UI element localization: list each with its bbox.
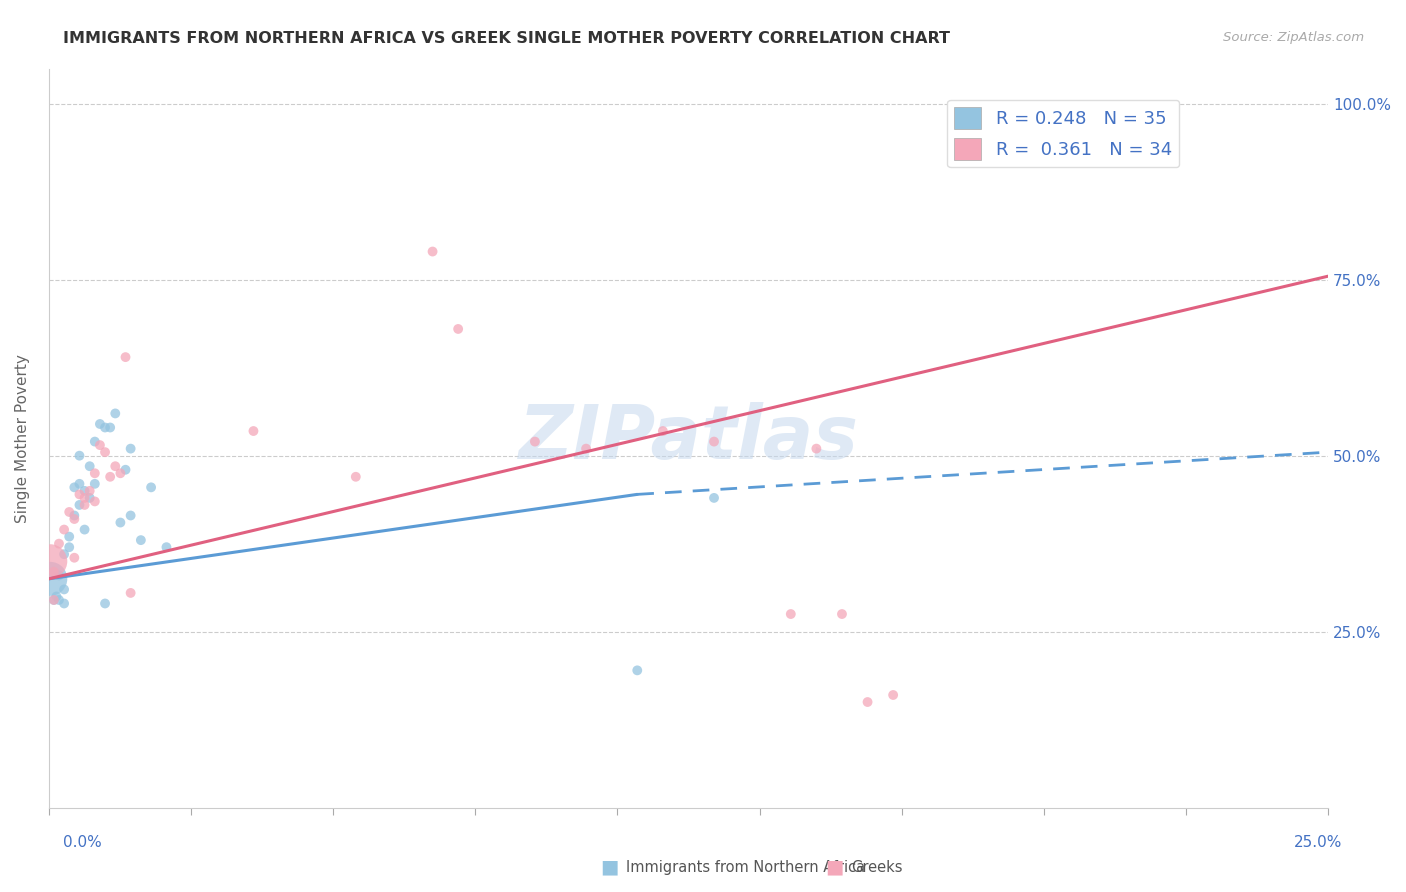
Text: 0.0%: 0.0% [63,836,103,850]
Point [58,540,80,554]
Text: 25.0%: 25.0% [1295,836,1343,850]
Point [89,438,111,452]
Point [129,533,152,548]
Point [120,442,142,456]
Point [110,467,132,481]
Point [422,244,444,259]
Text: ■: ■ [825,857,844,877]
Point [94,420,117,434]
Point [79,491,101,505]
Point [63,480,86,494]
Point [58,505,80,519]
Point [651,424,673,438]
Point [110,516,132,530]
Point [114,463,136,477]
Point [94,445,117,459]
Point [39,554,62,568]
Legend: R = 0.248   N = 35, R =  0.361   N = 34: R = 0.248 N = 35, R = 0.361 N = 34 [948,100,1180,167]
Point [63,550,86,565]
Point [114,350,136,364]
Text: IMMIGRANTS FROM NORTHERN AFRICA VS GREEK SINGLE MOTHER POVERTY CORRELATION CHART: IMMIGRANTS FROM NORTHERN AFRICA VS GREEK… [63,31,950,46]
Point [79,483,101,498]
Point [523,434,546,449]
Point [139,480,162,494]
Point [626,664,648,678]
Point [447,322,470,336]
Point [703,434,725,449]
Point [344,470,367,484]
Point [98,470,121,484]
Point [83,467,105,481]
Y-axis label: Single Mother Poverty: Single Mother Poverty [15,353,30,523]
Text: ZIPatlas: ZIPatlas [519,401,859,475]
Point [94,597,117,611]
Point [806,442,828,456]
Point [53,547,76,561]
Point [703,491,725,505]
Point [79,459,101,474]
Point [83,476,105,491]
Point [42,593,65,607]
Point [831,607,853,621]
Point [73,483,96,498]
Point [120,586,142,600]
Point [45,590,67,604]
Point [73,498,96,512]
Point [575,442,598,456]
Point [69,449,91,463]
Point [83,434,105,449]
Point [882,688,904,702]
Point [89,417,111,431]
Point [53,597,76,611]
Point [104,406,127,420]
Point [73,491,96,505]
Point [856,695,879,709]
Point [120,508,142,523]
Point [104,459,127,474]
Point [42,593,65,607]
Point [42,565,65,579]
Text: Immigrants from Northern Africa: Immigrants from Northern Africa [626,860,865,874]
Text: Greeks: Greeks [851,860,903,874]
Point [242,424,264,438]
Point [48,536,70,550]
Point [63,512,86,526]
Point [779,607,801,621]
Point [63,508,86,523]
Point [83,494,105,508]
Text: ■: ■ [600,857,619,877]
Point [39,572,62,586]
Point [69,487,91,501]
Point [53,523,76,537]
Point [58,530,80,544]
Point [69,498,91,512]
Point [73,523,96,537]
Point [48,593,70,607]
Point [48,568,70,582]
Text: Source: ZipAtlas.com: Source: ZipAtlas.com [1223,31,1364,45]
Point [53,582,76,597]
Point [155,540,177,554]
Point [69,476,91,491]
Point [98,420,121,434]
